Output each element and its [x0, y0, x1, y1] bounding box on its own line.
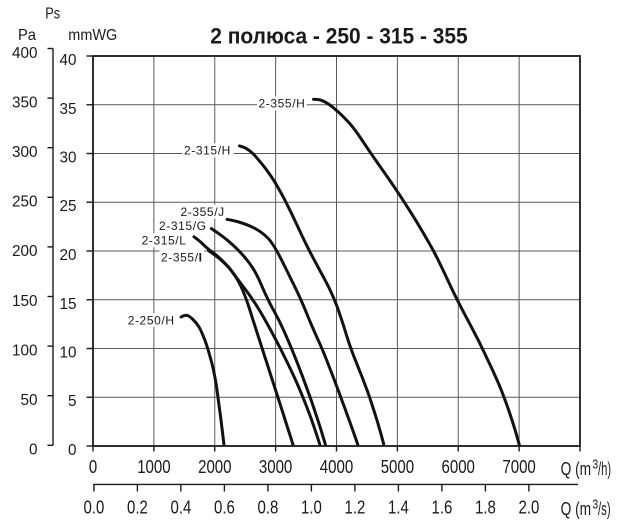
svg-text:2-315/G: 2-315/G: [159, 219, 207, 233]
svg-text:6000: 6000: [442, 456, 475, 477]
svg-text:/h): /h): [598, 458, 611, 479]
svg-text:2000: 2000: [198, 456, 231, 477]
svg-text:0.4: 0.4: [171, 497, 192, 518]
svg-text:35: 35: [59, 101, 76, 118]
svg-text:0.2: 0.2: [127, 497, 148, 518]
svg-text:100: 100: [12, 342, 38, 359]
svg-text:2.0: 2.0: [519, 497, 540, 518]
svg-text:2-315/H: 2-315/H: [184, 144, 231, 158]
svg-text:/s): /s): [598, 498, 611, 519]
svg-text:5000: 5000: [381, 456, 414, 477]
svg-text:1.6: 1.6: [432, 497, 453, 518]
svg-text:2-355/I: 2-355/I: [161, 250, 203, 264]
svg-text:2 полюса - 250 - 315 - 355: 2 полюса - 250 - 315 - 355: [210, 24, 467, 49]
svg-text:mmWG: mmWG: [68, 27, 117, 44]
svg-text:300: 300: [12, 144, 38, 161]
svg-text:Q (m: Q (m: [561, 498, 592, 519]
svg-text:2-355/J: 2-355/J: [181, 205, 225, 219]
svg-text:200: 200: [12, 243, 38, 260]
svg-text:400: 400: [12, 45, 38, 62]
svg-text:1.4: 1.4: [388, 497, 409, 518]
svg-text:Ps: Ps: [45, 6, 60, 23]
svg-text:1.0: 1.0: [301, 497, 322, 518]
svg-text:250: 250: [12, 194, 38, 211]
svg-text:0: 0: [68, 442, 77, 459]
svg-text:2-355/H: 2-355/H: [259, 97, 306, 111]
svg-text:0: 0: [89, 456, 97, 477]
svg-text:4000: 4000: [320, 456, 353, 477]
svg-text:10: 10: [59, 345, 76, 362]
svg-text:150: 150: [12, 293, 38, 310]
svg-text:5: 5: [68, 393, 77, 410]
svg-text:50: 50: [20, 392, 37, 409]
svg-text:Pa: Pa: [18, 27, 36, 44]
svg-text:350: 350: [12, 94, 38, 111]
svg-text:0.0: 0.0: [84, 497, 105, 518]
svg-text:Q (m: Q (m: [561, 458, 592, 479]
svg-text:3: 3: [592, 457, 598, 472]
svg-text:0.8: 0.8: [258, 497, 279, 518]
svg-text:30: 30: [59, 150, 76, 167]
svg-text:0: 0: [29, 442, 38, 459]
svg-text:1000: 1000: [137, 456, 170, 477]
svg-text:2-250/H: 2-250/H: [128, 313, 175, 327]
svg-text:15: 15: [59, 296, 76, 313]
svg-text:1.8: 1.8: [475, 497, 496, 518]
svg-text:20: 20: [59, 247, 76, 264]
svg-text:0.6: 0.6: [214, 497, 235, 518]
svg-text:3: 3: [592, 497, 598, 512]
svg-text:1.2: 1.2: [345, 497, 366, 518]
svg-text:25: 25: [59, 198, 76, 215]
svg-text:2-315/L: 2-315/L: [142, 234, 187, 248]
svg-text:7000: 7000: [502, 456, 535, 477]
svg-text:3000: 3000: [259, 456, 292, 477]
svg-text:40: 40: [59, 52, 76, 69]
